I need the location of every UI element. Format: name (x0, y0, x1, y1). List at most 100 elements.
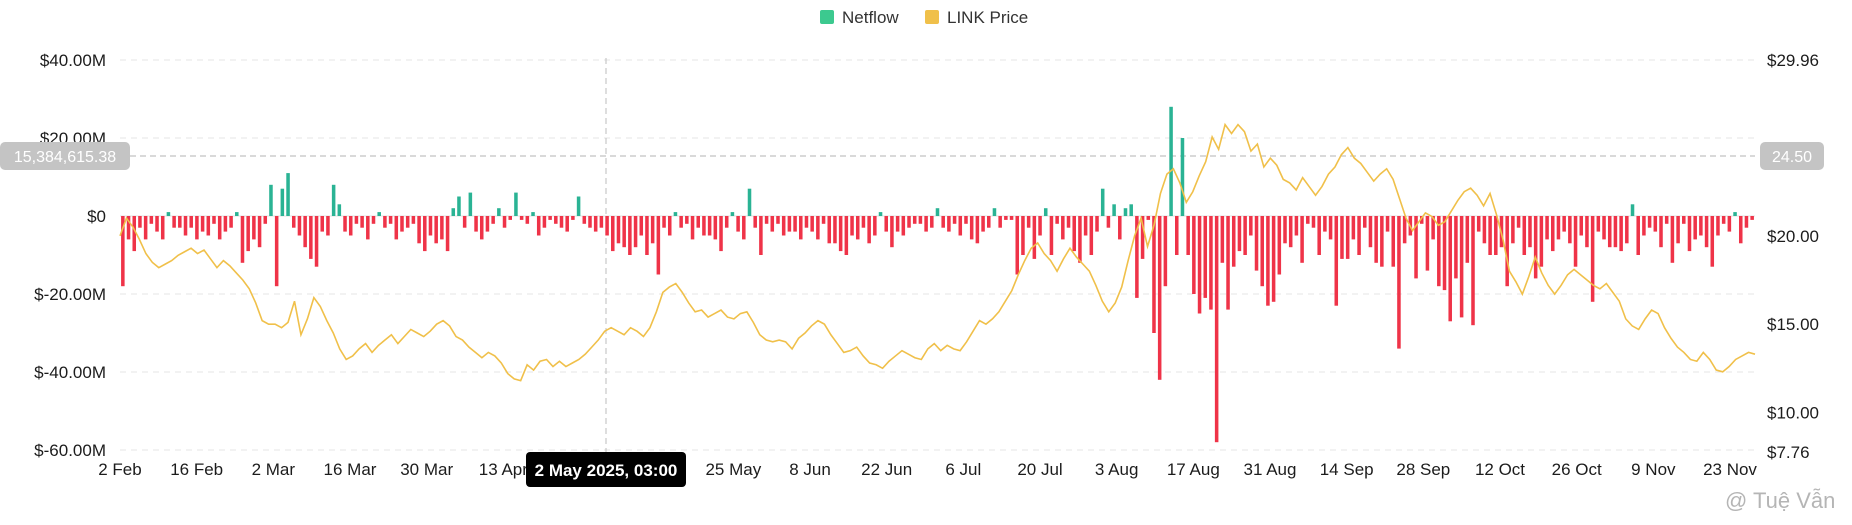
netflow-bar (1414, 216, 1418, 279)
netflow-bar (138, 216, 142, 228)
netflow-bar (309, 216, 313, 259)
legend-price-swatch[interactable] (925, 10, 939, 24)
x-axis-tick-label: 25 May (705, 460, 761, 479)
legend-netflow-label[interactable]: Netflow (842, 8, 899, 27)
netflow-bar (371, 216, 376, 224)
legend[interactable]: Netflow LINK Price (820, 8, 1028, 27)
netflow-bar (593, 216, 598, 232)
netflow-bar (912, 216, 917, 224)
left-axis-labels: $40.00M$20.00M$0$-20.00M$-40.00M$-60.00M (34, 51, 106, 460)
x-axis-tick-label: 20 Jul (1017, 460, 1062, 479)
netflow-bar (1345, 216, 1350, 259)
x-axis-tick-label: 6 Jul (945, 460, 981, 479)
netflow-bar (855, 216, 860, 240)
x-axis-tick-label: 31 Aug (1244, 460, 1297, 479)
netflow-bar (1243, 216, 1247, 255)
netflow-bar (548, 216, 552, 220)
netflow-bar (770, 216, 775, 232)
netflow-bar (1146, 216, 1151, 220)
netflow-bar (514, 192, 518, 216)
netflow-bar (1328, 216, 1333, 240)
crosshair-right-value: 24.50 (1772, 149, 1812, 166)
netflow-bar (417, 216, 421, 244)
x-axis-tick-label: 2 Feb (98, 460, 141, 479)
netflow-bar (764, 216, 769, 224)
netflow-bar (918, 216, 923, 224)
netflow-bar (423, 216, 427, 252)
netflow-bar (554, 216, 558, 224)
x-axis-tick-label: 16 Feb (170, 460, 223, 479)
crosshair-left-value: 15,384,615.38 (14, 149, 116, 166)
netflow-bar (861, 216, 866, 228)
netflow-bar (707, 216, 712, 236)
x-axis-tick-label: 3 Aug (1095, 460, 1139, 479)
netflow-bar (280, 188, 285, 216)
netflow-bar (804, 216, 809, 228)
netflow-bar (1419, 216, 1424, 224)
netflow-bar (1516, 216, 1521, 228)
netflow-bar (257, 216, 262, 248)
netflow-bar (1402, 216, 1407, 244)
netflow-bar (576, 196, 581, 216)
netflow-bar (1465, 216, 1470, 263)
netflow-bar (1317, 216, 1321, 255)
netflow-bar (992, 208, 997, 216)
crosshair-badges: 15,384,615.38 24.50 2 May 2025, 03:00 (0, 142, 1824, 487)
netflow-bars (121, 106, 1754, 443)
netflow-bar (1494, 216, 1498, 255)
netflow-bar (867, 216, 871, 244)
netflow-bar (531, 212, 535, 216)
netflow-bar (571, 216, 575, 220)
netflow-bar (400, 216, 404, 232)
netflow-bar (1095, 216, 1099, 232)
netflow-bar (434, 216, 438, 244)
netflow-bar (348, 216, 353, 236)
netflow-bar (1220, 216, 1225, 263)
netflow-bar (1750, 216, 1754, 220)
netflow-bar (536, 216, 541, 236)
netflow-bar (1038, 216, 1042, 236)
netflow-bar (1021, 216, 1025, 255)
legend-price-label[interactable]: LINK Price (947, 8, 1028, 27)
netflow-bar (149, 216, 154, 224)
netflow-bar (1112, 204, 1116, 216)
netflow-bar (217, 216, 222, 240)
netflow-bar (730, 212, 735, 216)
netflow-bar (1214, 216, 1219, 443)
netflow-bar (542, 216, 547, 228)
netflow-bar (679, 216, 683, 228)
netflow-bar (833, 216, 837, 244)
legend-netflow-swatch[interactable] (820, 10, 834, 24)
netflow-bar (269, 184, 273, 216)
netflow-bar (223, 216, 228, 232)
netflow-bar (178, 216, 182, 228)
x-axis-tick-label: 23 Nov (1703, 460, 1757, 479)
netflow-bar (479, 216, 484, 240)
netflow-bar (969, 216, 974, 240)
netflow-bar (1699, 216, 1703, 236)
netflow-bar (451, 208, 456, 216)
netflow-bar (1482, 216, 1487, 244)
netflow-bar (878, 212, 883, 216)
netflow-bar (1380, 216, 1384, 267)
netflow-bar (1454, 216, 1458, 279)
netflow-bar (935, 208, 940, 216)
netflow-bar (1283, 216, 1287, 244)
netflow-bar (1590, 216, 1595, 302)
netflow-bar (1300, 216, 1304, 263)
watermark: @ Tuệ Vẫn (1725, 488, 1835, 513)
netflow-bar (200, 216, 205, 232)
netflow-bar (1004, 216, 1008, 220)
netflow-bar (1676, 216, 1680, 244)
netflow-bar (1437, 216, 1441, 287)
netflow-bar (1055, 216, 1059, 224)
netflow-bar (314, 216, 319, 267)
netflow-bar (485, 216, 490, 232)
x-axis-tick-label: 8 Jun (789, 460, 831, 479)
x-axis-tick-label: 12 Oct (1475, 460, 1525, 479)
netflow-bar (821, 216, 826, 224)
netflow-bar (172, 216, 176, 228)
netflow-bar (1488, 216, 1492, 255)
netflow-bar (605, 216, 609, 236)
